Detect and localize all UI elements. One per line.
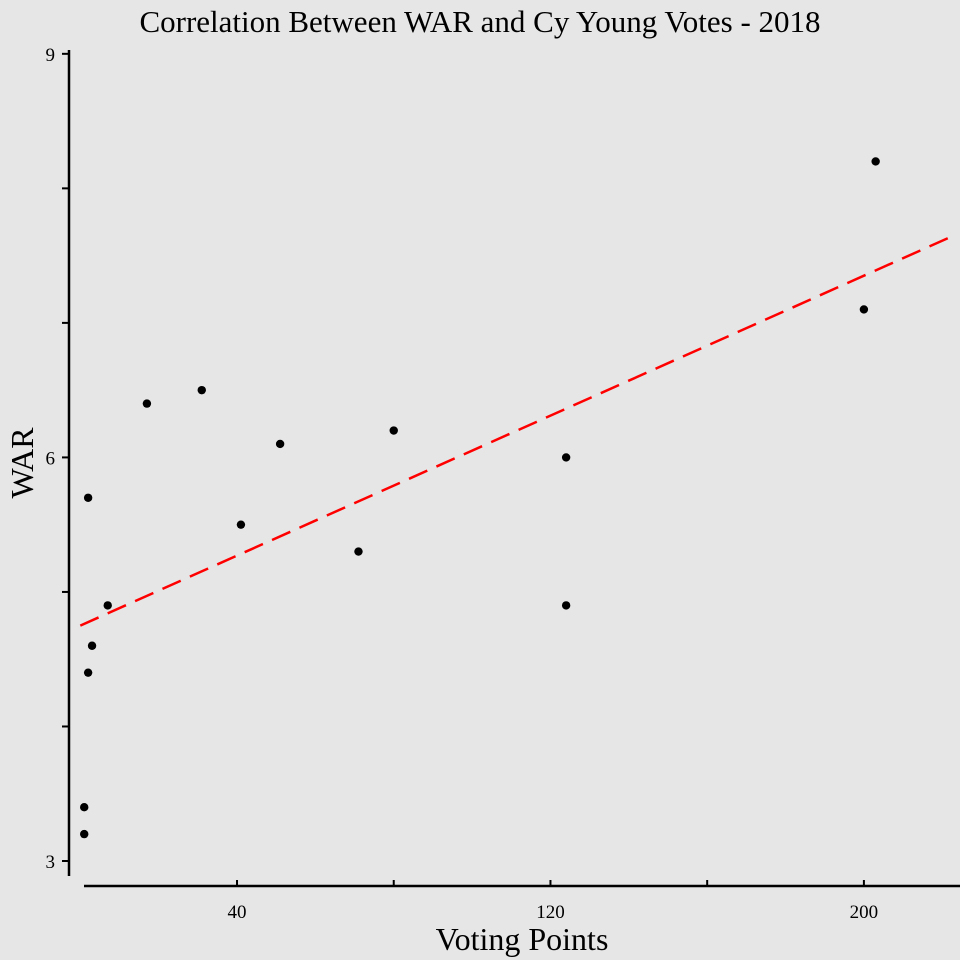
x-axis-ticks: 40 120 200 <box>228 880 879 923</box>
trend-line <box>79 234 955 627</box>
data-point <box>142 399 152 408</box>
y-tick-label: 9 <box>46 45 56 66</box>
x-axis-title: Voting Points <box>436 921 609 957</box>
y-tick-label: 3 <box>46 852 56 873</box>
data-point <box>561 601 571 610</box>
x-tick-label: 40 <box>228 902 247 923</box>
data-point <box>871 157 880 166</box>
data-point <box>83 493 93 502</box>
data-point <box>197 385 206 395</box>
chart-title: Correlation Between WAR and Cy Young Vot… <box>139 4 820 39</box>
y-axis-title: WAR <box>4 427 40 499</box>
data-point <box>859 305 869 314</box>
data-points <box>80 157 880 839</box>
data-point <box>87 641 97 650</box>
data-point <box>83 668 93 677</box>
data-point <box>354 547 363 556</box>
y-tick-label: 6 <box>46 448 56 469</box>
data-point <box>236 520 246 529</box>
data-point <box>389 426 398 435</box>
data-point <box>80 829 89 839</box>
data-point <box>80 802 89 812</box>
y-axis-ticks: 3 6 9 <box>46 45 69 873</box>
data-point <box>275 439 285 449</box>
data-point <box>103 601 112 610</box>
x-tick-label: 120 <box>536 902 565 923</box>
data-point <box>561 453 571 462</box>
x-tick-label: 200 <box>850 902 879 923</box>
